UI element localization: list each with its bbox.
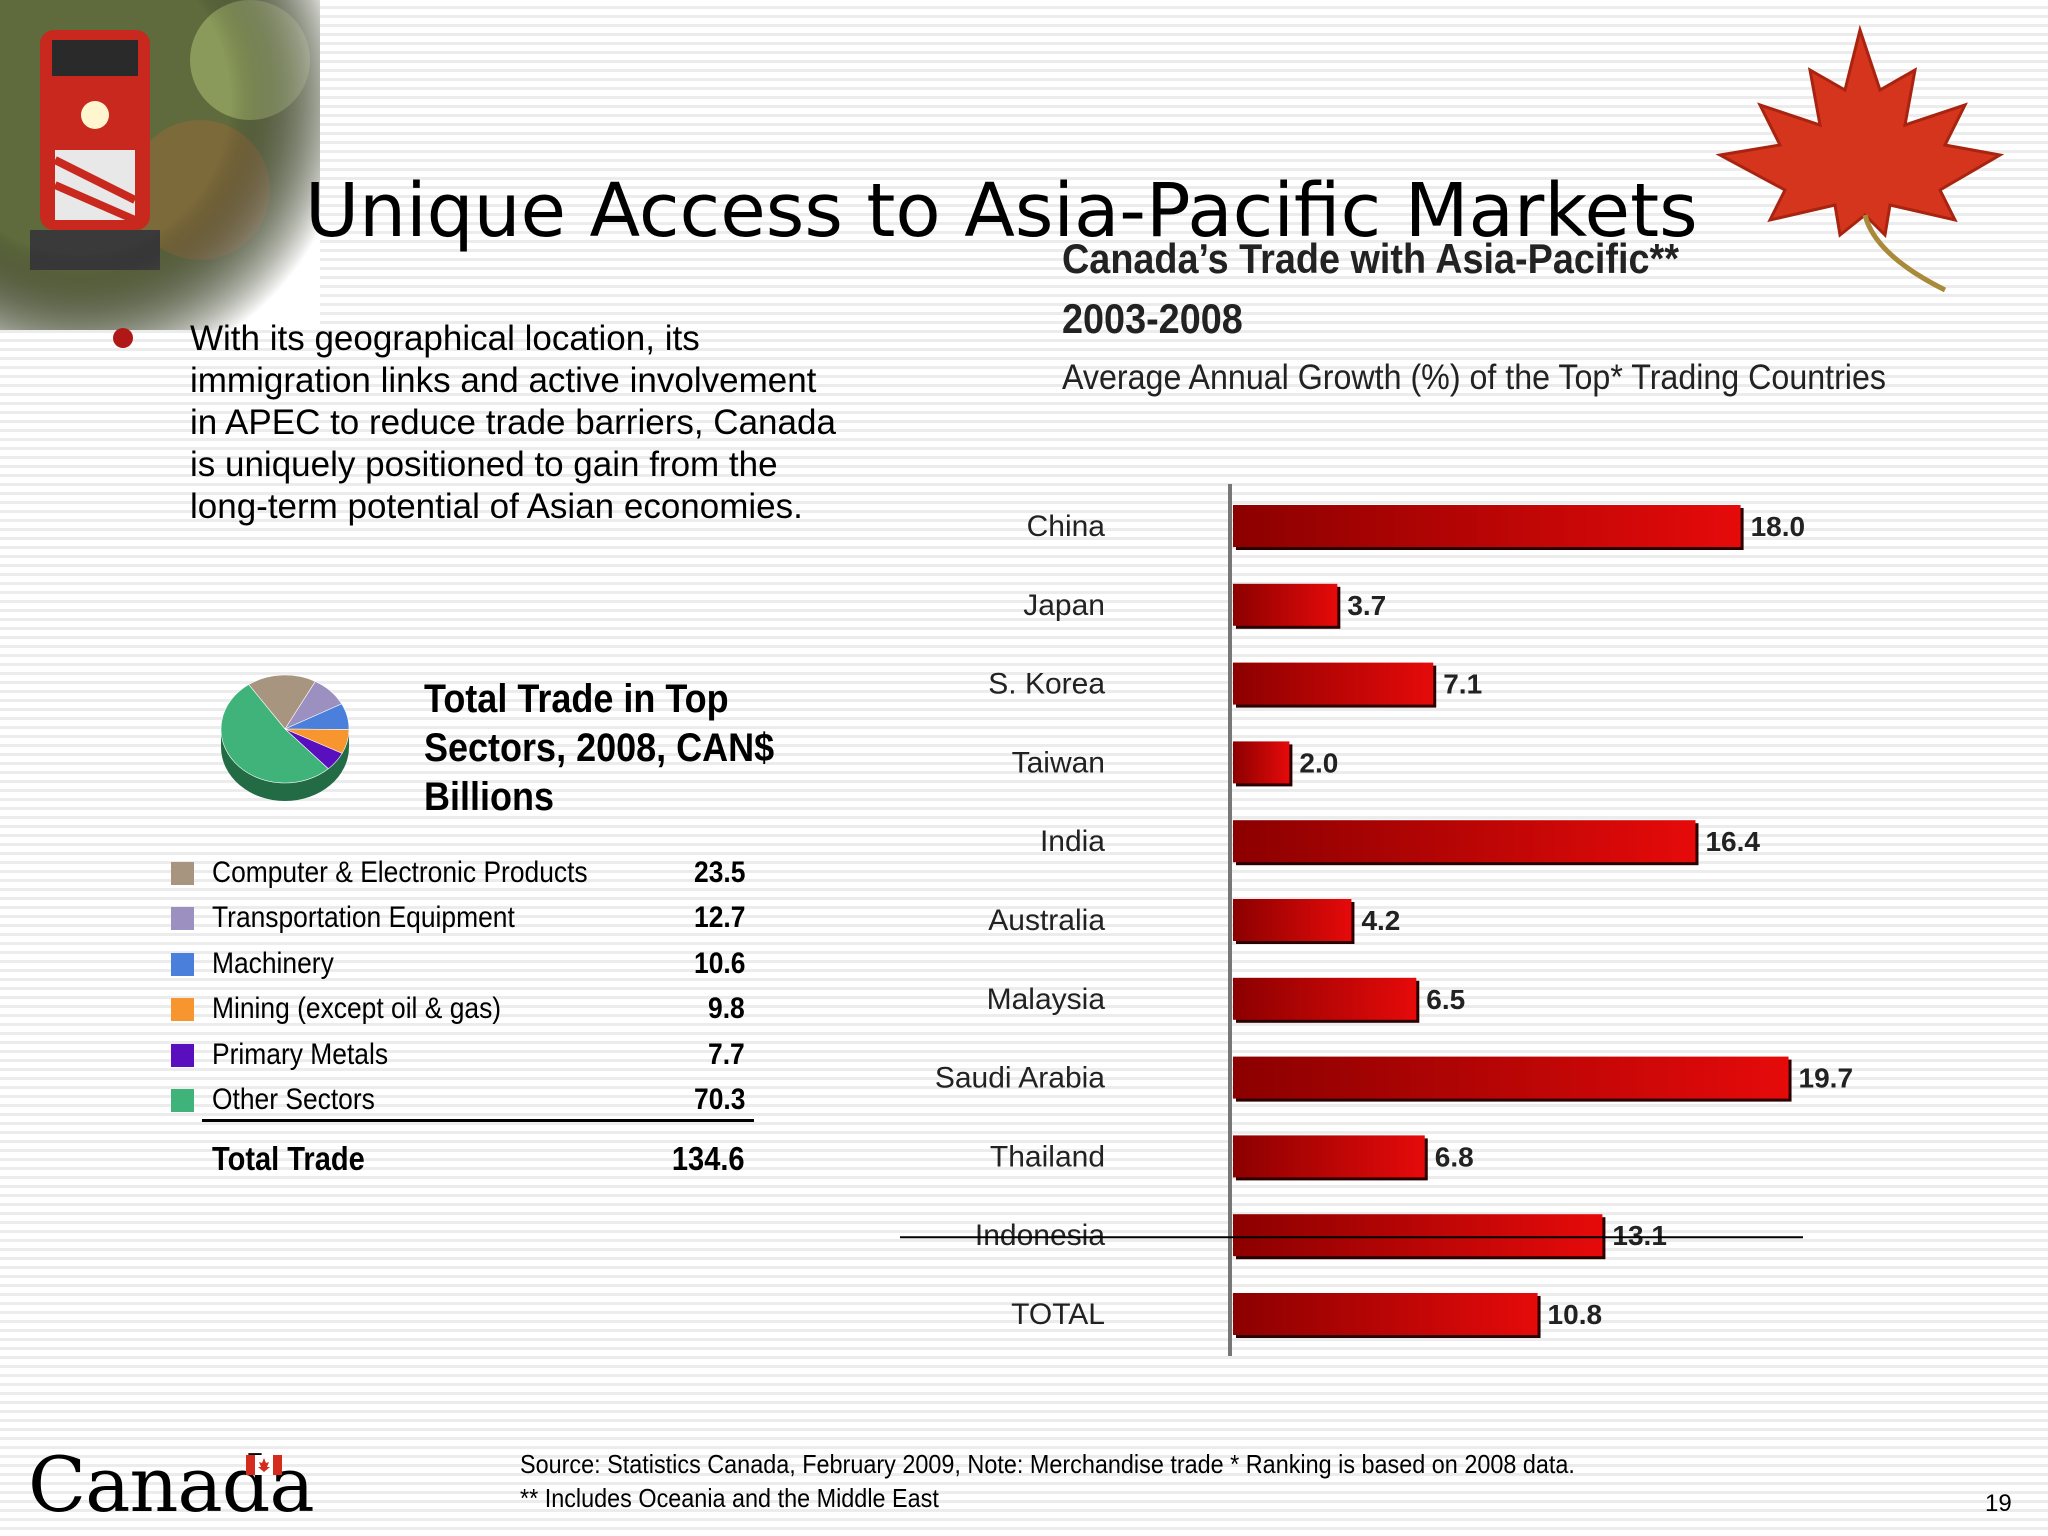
category-label: Australia: [988, 904, 1105, 937]
category-label: Malaysia: [987, 983, 1106, 1016]
pie-slice: [220, 684, 329, 784]
bar-shadow: [1236, 744, 1293, 787]
bullet-text: With its geographical location, its immi…: [190, 319, 836, 526]
bar: [1233, 1293, 1538, 1335]
bar: [1233, 899, 1352, 941]
sector-name: Computer & Electronic Products: [212, 856, 588, 889]
bar-shadow: [1236, 508, 1744, 550]
source-line-1: Source: Statistics Canada, February 2009…: [520, 1449, 1575, 1479]
bar-shadow: [1236, 1059, 1792, 1102]
bar-shadow: [1236, 823, 1699, 866]
source-note: Source: Statistics Canada, February 2009…: [520, 1447, 1780, 1515]
bar: [1233, 505, 1741, 547]
sector-value: 23.5: [693, 856, 745, 889]
bar: [1233, 1056, 1789, 1099]
sector-row: Transportation Equipment 12.7: [165, 897, 765, 942]
category-label: Taiwan: [1012, 746, 1105, 779]
bar: [1233, 662, 1434, 705]
category-label: Thailand: [990, 1140, 1105, 1173]
category-label: TOTAL: [1011, 1298, 1105, 1331]
sector-row: Other Sectors 70.3: [165, 1079, 765, 1124]
sector-name: Mining (except oil & gas): [212, 992, 502, 1026]
sector-value: 12.7: [693, 901, 745, 935]
bar: [1233, 1135, 1425, 1178]
sector-row: Computer & Electronic Products 23.5: [165, 852, 765, 897]
bullet-dot: [113, 328, 133, 348]
canada-wordmark: Canada: [28, 1440, 315, 1529]
sector-name: Transportation Equipment: [212, 901, 515, 935]
bar: [1233, 1214, 1603, 1257]
sector-pie-chart: [220, 674, 350, 801]
pie-slice: [248, 674, 316, 730]
bar-shadow: [1236, 1296, 1541, 1338]
sector-swatch: [171, 862, 194, 885]
category-label: India: [1040, 825, 1105, 858]
bar-value-label: 18.0: [1751, 511, 1806, 542]
chart-title: Canada’s Trade with Asia-Pacific**: [1062, 235, 1679, 282]
sector-value: 10.6: [693, 946, 745, 980]
bar: [1233, 977, 1417, 1020]
total-row: Total Trade 134.6: [165, 1140, 765, 1185]
sector-swatch: [171, 1043, 194, 1067]
bar: [1233, 583, 1338, 626]
train-photo: [0, 0, 320, 330]
bar-shadow: [1236, 665, 1437, 708]
bar-shadow: [1236, 980, 1420, 1023]
bar-value-label: 10.8: [1548, 1299, 1603, 1330]
bar-shadow: [1236, 586, 1341, 629]
bar-value-label: 16.4: [1705, 826, 1760, 857]
sector-row: Mining (except oil & gas) 9.8: [165, 988, 765, 1033]
bar-shadow: [1236, 902, 1355, 944]
category-label: S. Korea: [988, 668, 1105, 701]
sector-value: 7.7: [708, 1037, 745, 1071]
sector-swatch: [171, 952, 194, 976]
bar-value-label: 19.7: [1799, 1063, 1854, 1094]
sector-swatch: [171, 1088, 194, 1112]
page-number: 19: [1985, 1490, 2012, 1517]
total-value: 134.6: [672, 1140, 745, 1177]
sector-row: Machinery 10.6: [165, 943, 765, 988]
category-label: Indonesia: [975, 1219, 1105, 1252]
category-label: Saudi Arabia: [935, 1062, 1105, 1095]
bar-value-label: 4.2: [1361, 905, 1400, 936]
sector-table-title: Total Trade in Top Sectors, 2008, CAN$ B…: [424, 677, 775, 819]
bar-value-label: 3.7: [1347, 590, 1386, 621]
sector-swatch: [171, 998, 194, 1022]
chart-caption: Average Annual Growth (%) of the Top* Tr…: [1062, 358, 1886, 397]
bar-value-label: 2.0: [1299, 747, 1338, 778]
chart-subtitle: 2003-2008: [1062, 295, 1243, 342]
total-label: Total Trade: [212, 1140, 365, 1177]
sector-table-rule: [202, 1119, 754, 1122]
bar-value-label: 6.8: [1435, 1141, 1474, 1172]
sector-name: Machinery: [212, 946, 334, 980]
sector-table: Computer & Electronic Products 23.5 Tran…: [165, 852, 765, 1124]
maple-leaf-icon: [1715, 24, 2005, 293]
bar-value-label: 7.1: [1443, 669, 1482, 700]
category-label: China: [1027, 510, 1106, 543]
bar: [1233, 741, 1290, 784]
sector-swatch: [171, 907, 194, 931]
bar-shadow: [1236, 1138, 1428, 1181]
canada-flag-icon: [246, 1455, 282, 1475]
sector-value: 9.8: [708, 992, 745, 1026]
sector-value: 70.3: [693, 1082, 745, 1116]
slide-title: Unique Access to Asia-Pacific Markets: [305, 168, 1698, 254]
sector-name: Primary Metals: [212, 1037, 389, 1071]
sector-row: Primary Metals 7.7: [165, 1034, 765, 1079]
sector-name: Other Sectors: [212, 1082, 375, 1116]
bar-shadow: [1236, 1217, 1606, 1260]
source-line-2: ** Includes Oceania and the Middle East: [520, 1483, 939, 1513]
bar: [1233, 820, 1696, 863]
bar-value-label: 6.5: [1426, 984, 1465, 1015]
category-label: Japan: [1023, 589, 1105, 622]
bar-value-label: 13.1: [1612, 1220, 1667, 1251]
